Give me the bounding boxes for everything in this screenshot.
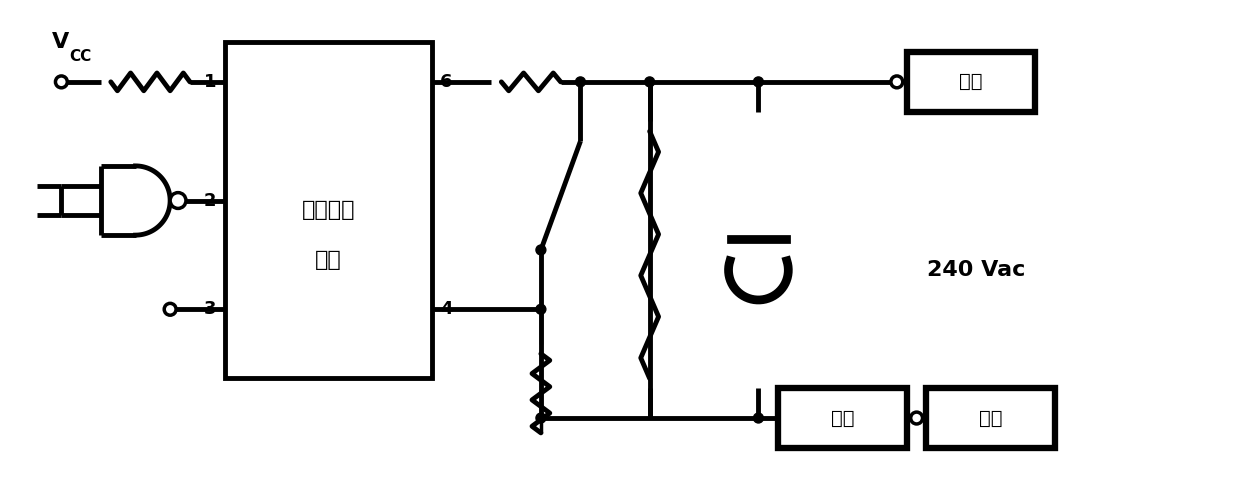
Text: CC: CC	[69, 49, 92, 64]
Text: 高压: 高压	[315, 250, 342, 270]
Circle shape	[164, 304, 176, 315]
Text: 4: 4	[440, 300, 453, 318]
Bar	[224, 42, 433, 378]
Circle shape	[754, 413, 764, 423]
Text: 3: 3	[205, 300, 217, 318]
Circle shape	[536, 305, 546, 314]
Circle shape	[890, 76, 903, 88]
Circle shape	[910, 412, 923, 424]
Circle shape	[754, 77, 764, 87]
Text: 2: 2	[205, 191, 217, 210]
Circle shape	[645, 77, 655, 87]
Text: 零线: 零线	[980, 408, 1002, 428]
Circle shape	[170, 192, 186, 209]
Text: V: V	[52, 32, 68, 52]
Circle shape	[56, 76, 67, 88]
Circle shape	[575, 77, 585, 87]
Circle shape	[536, 245, 546, 255]
Bar	[779, 388, 906, 448]
Bar	[906, 52, 1035, 112]
Text: 1: 1	[205, 73, 217, 91]
Text: 火线: 火线	[960, 72, 983, 92]
Circle shape	[536, 413, 546, 423]
Text: 6: 6	[440, 73, 453, 91]
Bar	[926, 388, 1055, 448]
Text: 负载: 负载	[831, 408, 854, 428]
Text: 低压控制: 低压控制	[301, 200, 355, 220]
Text: 240 Vac: 240 Vac	[926, 260, 1025, 280]
